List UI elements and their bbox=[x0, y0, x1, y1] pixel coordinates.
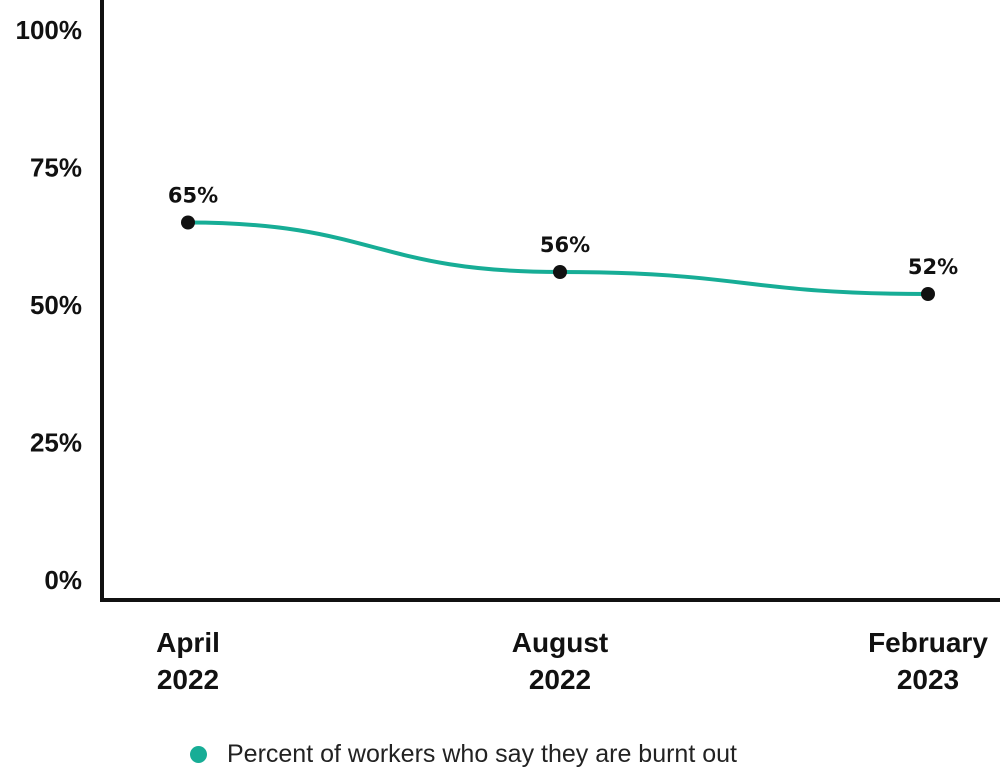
legend-marker bbox=[190, 746, 207, 763]
data-label: 52% bbox=[908, 255, 958, 279]
x-tick-label: August 2022 bbox=[512, 627, 608, 695]
y-tick-label: 75% bbox=[30, 153, 82, 183]
legend-label: Percent of workers who say they are burn… bbox=[227, 740, 737, 768]
y-tick-label: 0% bbox=[44, 565, 82, 595]
data-label: 65% bbox=[168, 184, 218, 208]
x-tick-label: April 2022 bbox=[156, 627, 220, 695]
x-tick-label: February 2023 bbox=[868, 627, 988, 695]
y-tick-label: 100% bbox=[16, 15, 83, 45]
data-label: 56% bbox=[540, 233, 590, 257]
data-point bbox=[921, 287, 935, 301]
y-tick-label: 50% bbox=[30, 290, 82, 320]
data-point bbox=[553, 265, 567, 279]
y-tick-label: 25% bbox=[30, 428, 82, 458]
legend: Percent of workers who say they are burn… bbox=[190, 740, 737, 769]
data-point bbox=[181, 215, 195, 230]
